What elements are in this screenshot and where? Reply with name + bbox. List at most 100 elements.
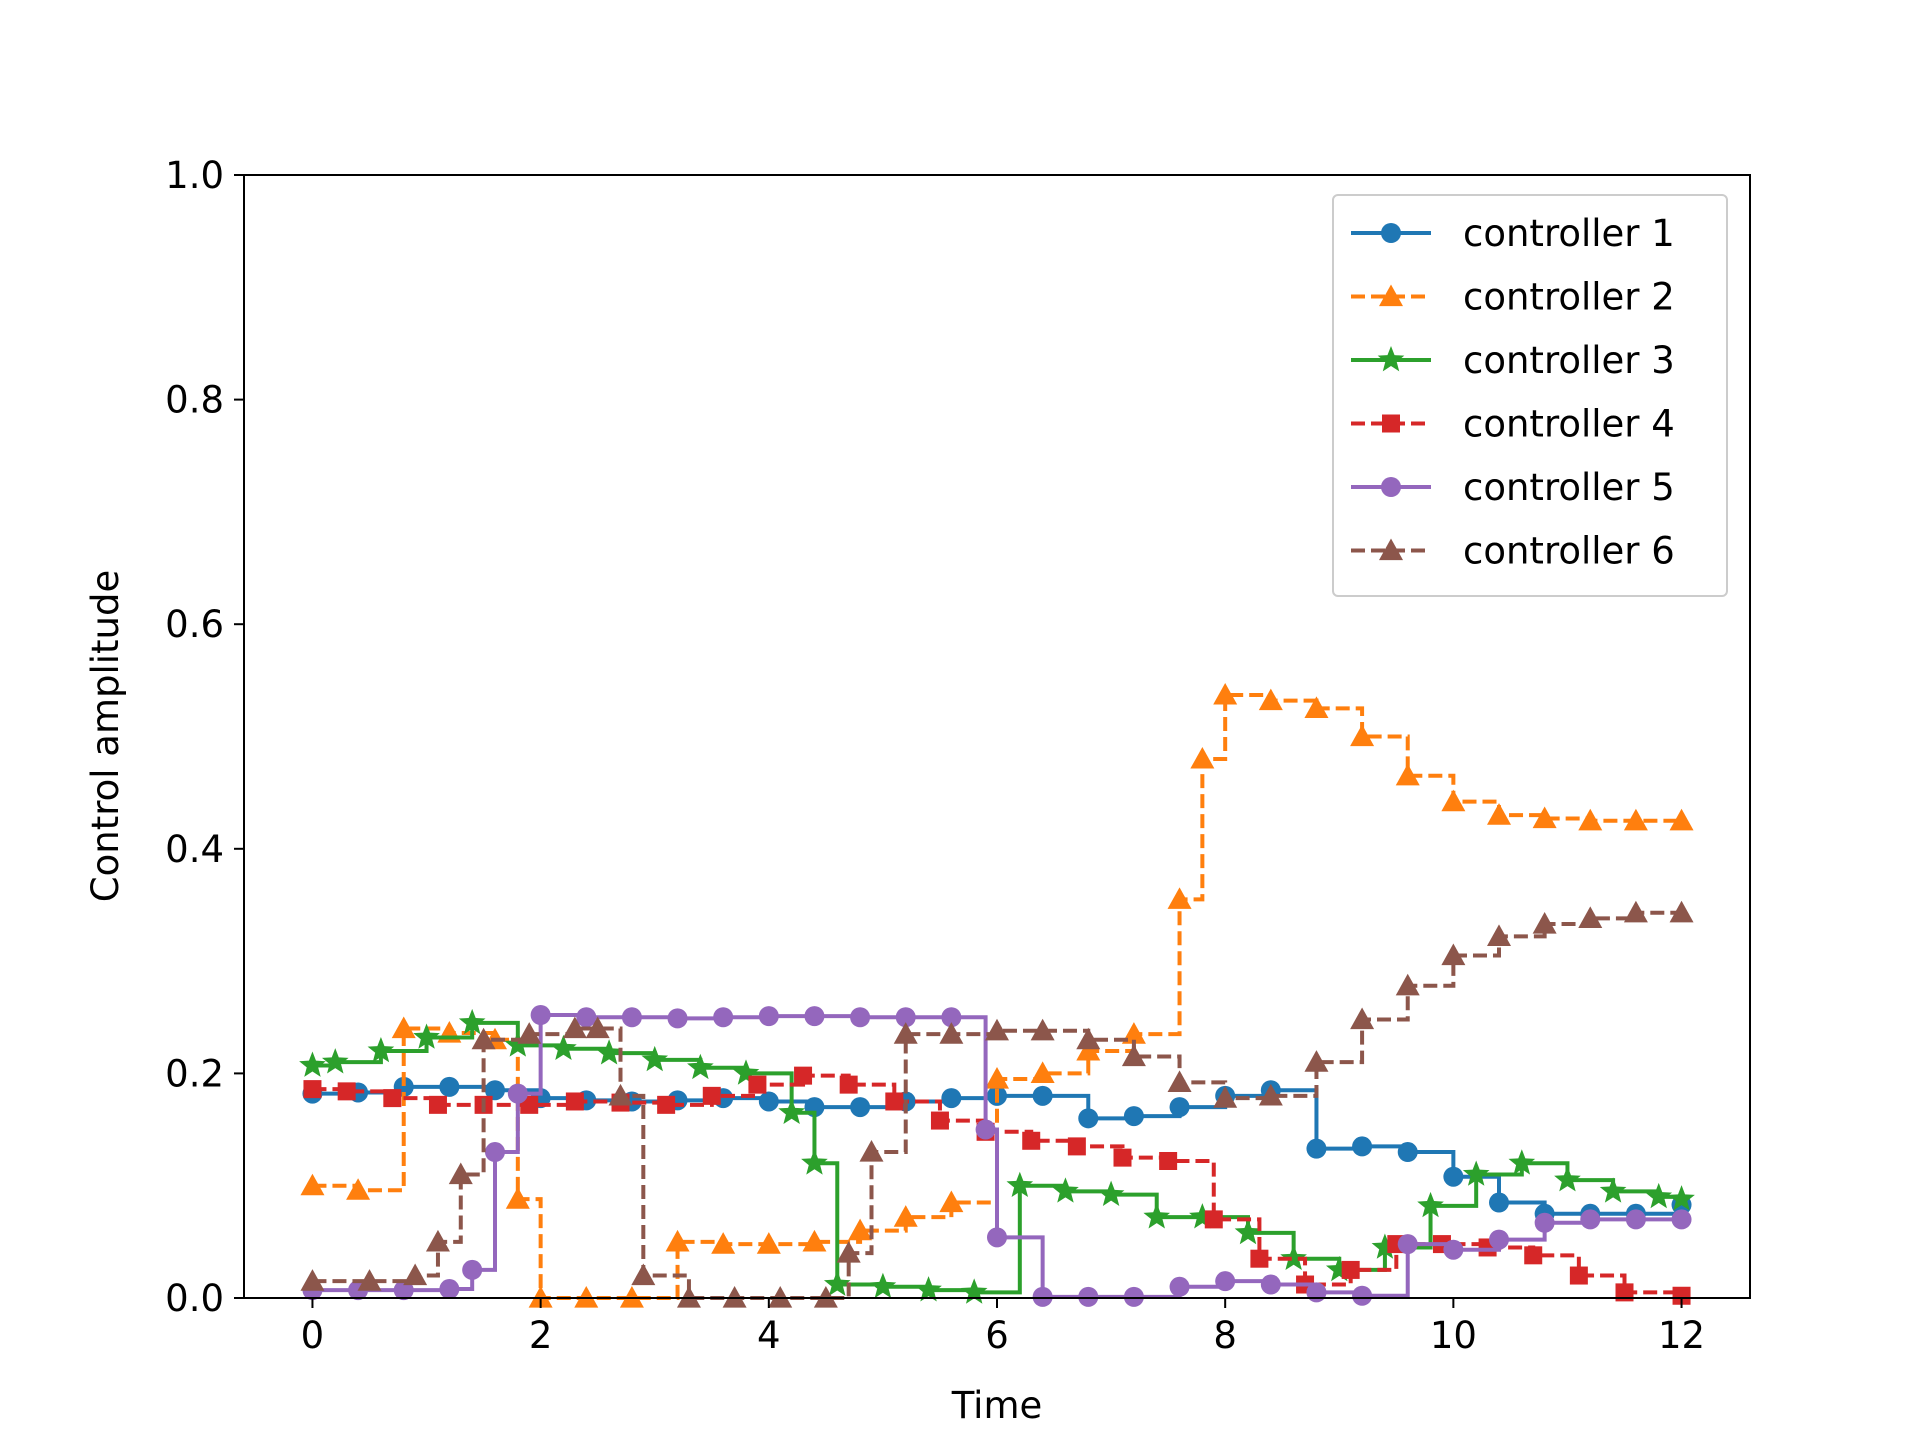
data-point: [1578, 808, 1603, 831]
data-point: [1113, 1148, 1132, 1167]
data-point: [732, 1059, 760, 1085]
data-point: [1076, 1038, 1101, 1061]
y-tick-label: 0.4: [165, 828, 224, 871]
data-point: [462, 1259, 483, 1280]
data-point: [778, 1098, 805, 1125]
x-tick-label: 0: [301, 1314, 325, 1357]
legend: controller 1 controller 2 controller 3 cont…: [1332, 194, 1728, 597]
legend-marker: [1377, 346, 1405, 372]
x-tick-label: 4: [757, 1314, 781, 1357]
data-point: [1280, 1244, 1307, 1271]
data-point: [1352, 1285, 1373, 1306]
data-point: [893, 1205, 918, 1227]
data-point: [1443, 1166, 1464, 1187]
legend-marker: [1382, 414, 1400, 433]
data-point: [1672, 1286, 1691, 1305]
data-point: [1569, 1266, 1588, 1285]
data-point: [1417, 1191, 1444, 1218]
series-line: [312, 692, 1682, 1300]
legend-label: controller 3: [1463, 339, 1675, 382]
data-point: [458, 1008, 486, 1035]
legend-marker: [1381, 223, 1401, 243]
data-point: [1625, 1209, 1646, 1230]
data-point: [439, 1279, 460, 1300]
y-tick-label: 0.2: [165, 1052, 224, 1095]
legend-item: controller 1: [1351, 212, 1675, 255]
data-point: [713, 1007, 734, 1028]
data-point: [1121, 1044, 1146, 1067]
data-point: [1213, 682, 1238, 705]
data-point: [939, 1022, 964, 1044]
data-point: [687, 1053, 714, 1080]
legend-marker: [1381, 477, 1401, 497]
data-point: [1395, 763, 1420, 786]
data-point: [1078, 1108, 1099, 1129]
y-axis: 0.0 0.2 0.4 0.6 0.8 1.0: [165, 154, 244, 1320]
data-point: [1524, 1246, 1543, 1265]
data-point: [802, 1229, 827, 1252]
data-point: [1623, 900, 1648, 923]
data-point: [823, 1270, 851, 1296]
data-point: [1067, 1137, 1086, 1156]
data-point: [859, 1140, 884, 1162]
data-point: [850, 1007, 871, 1028]
data-point: [1554, 1166, 1581, 1192]
data-point: [768, 1286, 793, 1308]
data-point: [895, 1007, 916, 1028]
series-4: [303, 1066, 1691, 1305]
data-point: [391, 1016, 416, 1039]
legend-item: controller 5: [1351, 466, 1675, 509]
data-point: [1022, 1131, 1041, 1150]
data-point: [505, 1187, 530, 1209]
data-point: [915, 1276, 942, 1302]
data-point: [303, 1080, 322, 1099]
data-point: [756, 1232, 781, 1254]
data-point: [667, 1008, 688, 1029]
data-point: [665, 1229, 690, 1252]
x-tick-label: 6: [985, 1314, 1009, 1357]
data-point: [1532, 912, 1557, 934]
data-point: [1078, 1286, 1099, 1307]
data-point: [1052, 1177, 1079, 1203]
legend-label: controller 5: [1463, 466, 1675, 509]
y-tick-label: 1.0: [165, 154, 224, 197]
data-point: [1143, 1203, 1171, 1229]
y-tick-label: 0.6: [165, 603, 224, 646]
data-point: [1671, 1209, 1692, 1230]
data-point: [1532, 806, 1557, 829]
data-point: [1443, 1239, 1464, 1260]
data-point: [1204, 1210, 1223, 1229]
data-point: [337, 1082, 356, 1101]
data-point: [657, 1095, 676, 1114]
data-point: [1076, 1027, 1101, 1050]
x-tick-label: 2: [529, 1314, 553, 1357]
series-layer: [299, 682, 1695, 1308]
data-point: [939, 1190, 964, 1213]
data-point: [530, 1005, 551, 1026]
data-point: [1397, 1234, 1418, 1255]
legend-label: controller 2: [1463, 276, 1675, 319]
data-point: [1159, 1151, 1178, 1170]
data-point: [595, 1039, 623, 1065]
data-point: [1167, 887, 1192, 909]
data-point: [1030, 1061, 1055, 1083]
data-point: [869, 1272, 897, 1299]
data-point: [346, 1178, 371, 1200]
data-point: [960, 1278, 988, 1304]
data-point: [985, 1018, 1009, 1041]
data-point: [1169, 1276, 1190, 1297]
data-point: [1441, 943, 1466, 966]
data-point: [1350, 724, 1375, 747]
data-point: [1325, 1255, 1353, 1282]
series-5: [302, 1005, 1692, 1307]
data-point: [608, 1083, 633, 1106]
x-tick-label: 12: [1658, 1314, 1705, 1357]
data-point: [1580, 1209, 1601, 1230]
data-point: [1250, 1249, 1269, 1268]
x-axis-label: Time: [951, 1384, 1043, 1427]
data-point: [1578, 906, 1603, 929]
data-point: [836, 1241, 861, 1263]
data-point: [1352, 1136, 1373, 1157]
data-point: [1006, 1171, 1034, 1198]
data-point: [813, 1286, 838, 1308]
